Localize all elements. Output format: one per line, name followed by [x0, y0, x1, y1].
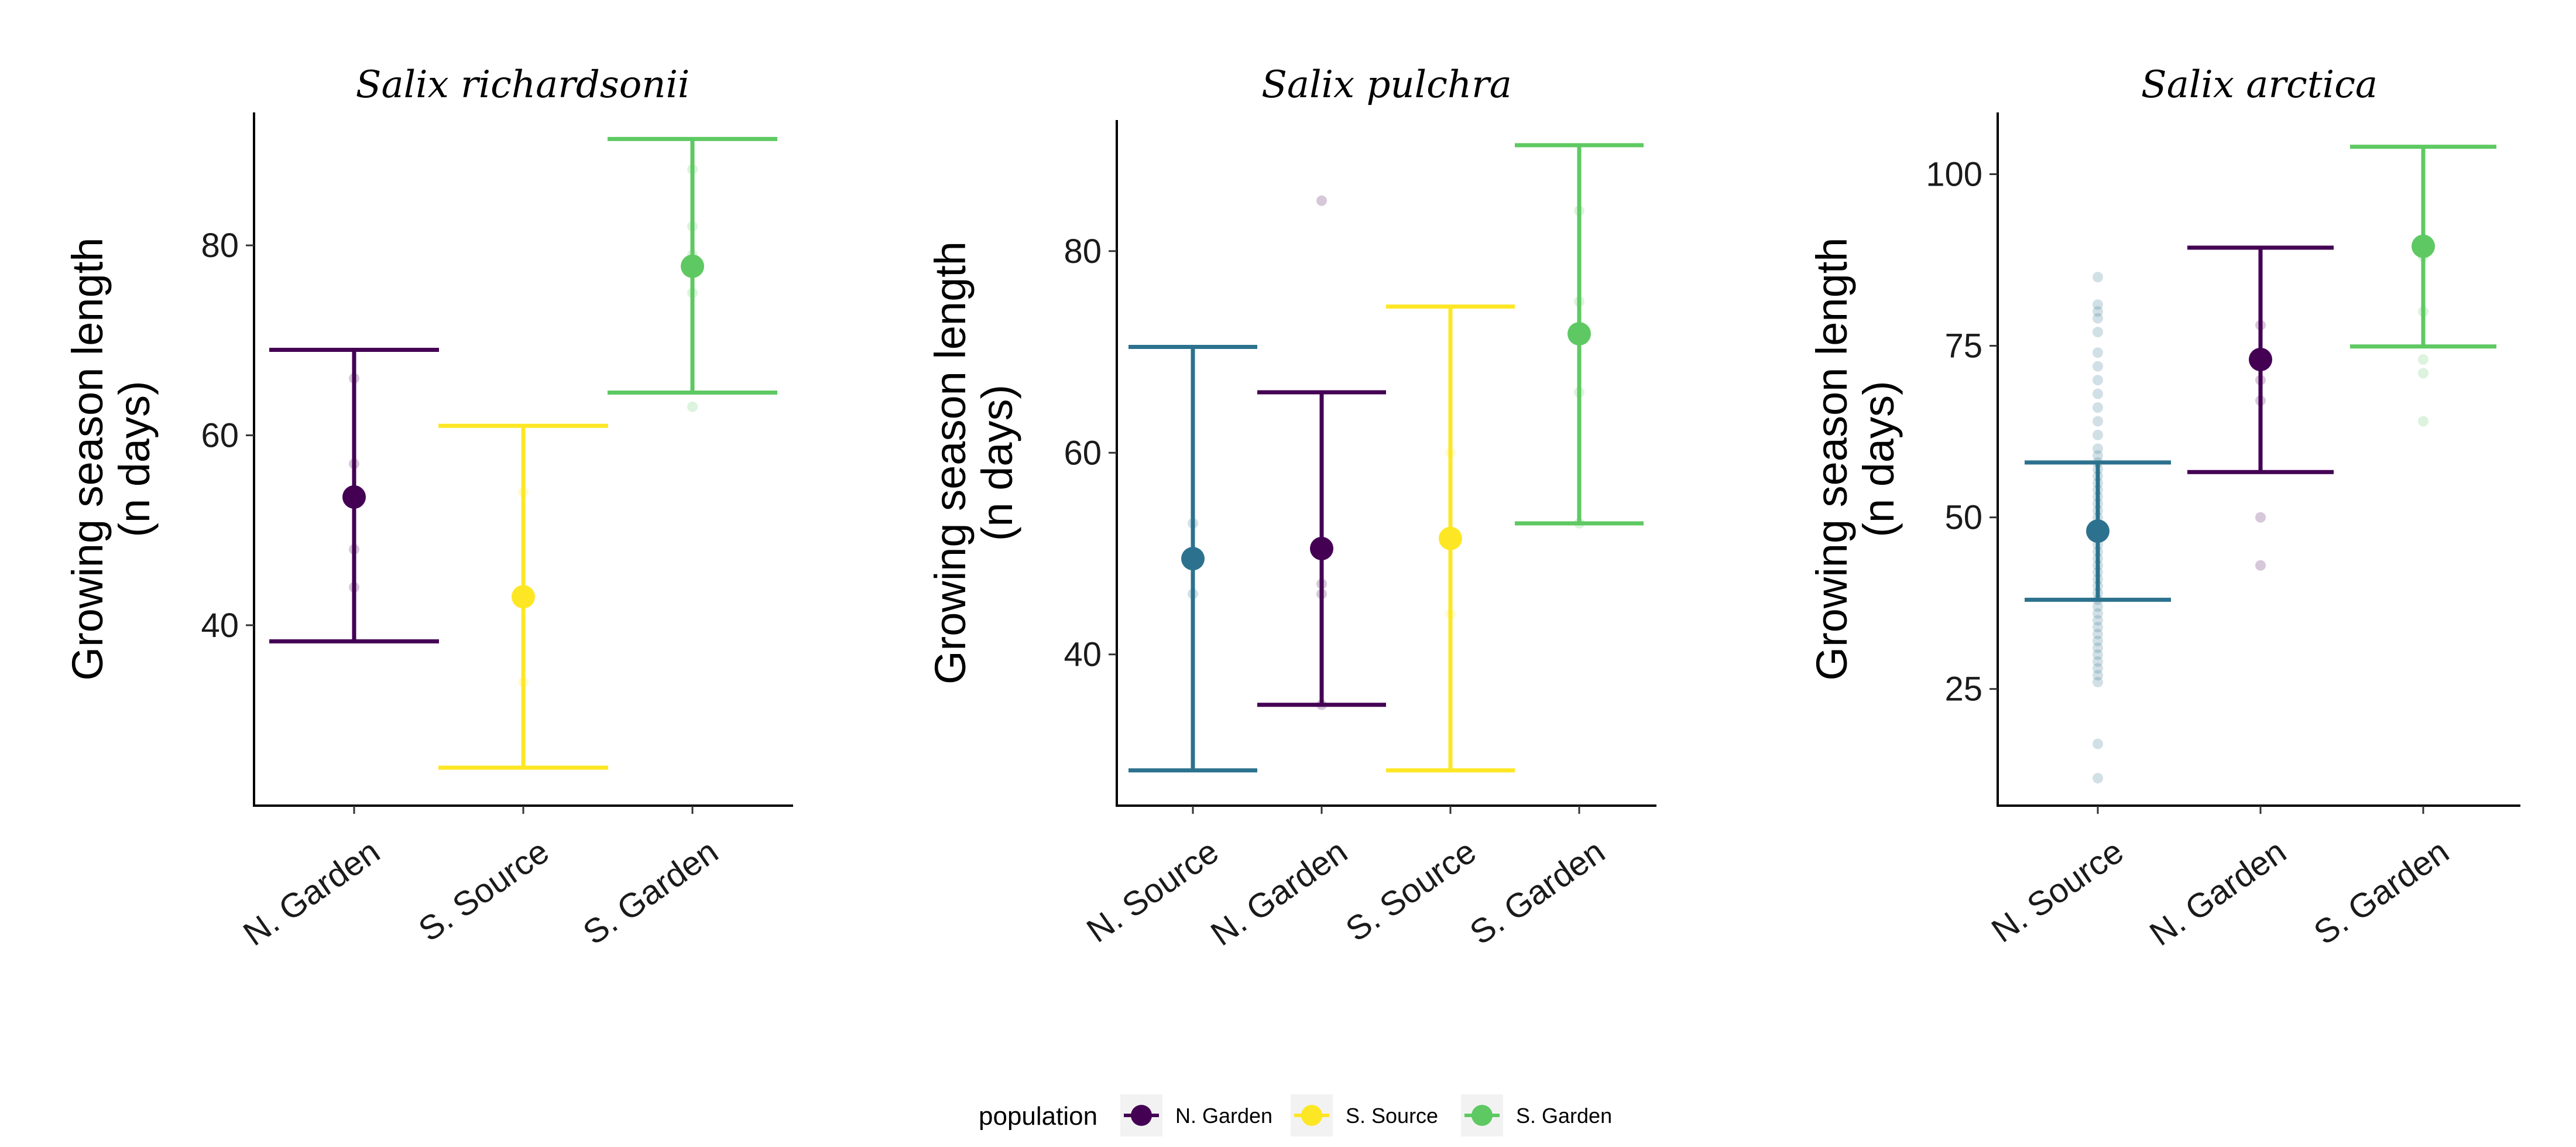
raw-data-point: [2418, 368, 2428, 379]
y-tick-label: 50: [1944, 499, 1982, 537]
raw-data-point: [1316, 195, 1327, 206]
raw-data-point: [2093, 622, 2103, 633]
x-tick-label: S. Garden: [577, 832, 725, 952]
panel-salix-arctica: Salix arctica Growing season length(n day…: [1807, 63, 2520, 953]
raw-data-point: [2255, 560, 2266, 571]
y-tick-label: 25: [1944, 670, 1982, 708]
raw-data-point: [2093, 656, 2103, 667]
raw-data-point: [2093, 450, 2103, 461]
raw-data-point: [2093, 347, 2103, 358]
y-axis-label: Growing season length(n days): [926, 241, 1021, 684]
raw-data-point: [2093, 663, 2103, 674]
panel-salix-richardsonii: Salix richardsonii Growing season length(…: [63, 63, 793, 953]
raw-data-point: [2093, 635, 2103, 646]
series-n-garden: [269, 347, 439, 643]
panel-title: Salix pulchra: [1261, 63, 1512, 107]
raw-data-point: [2093, 388, 2103, 399]
raw-data-point: [2093, 738, 2103, 749]
raw-data-point: [687, 401, 698, 412]
raw-data-point: [2093, 443, 2103, 454]
mean-point: [342, 485, 366, 509]
raw-data-point: [2418, 354, 2428, 365]
y-tick-label: 100: [1926, 156, 1982, 194]
facet-panels: Salix richardsonii Growing season length(…: [63, 63, 2520, 953]
panel-title: Salix arctica: [2141, 63, 2378, 107]
raw-data-point: [2255, 512, 2266, 523]
series-s-garden: [608, 136, 777, 412]
series-s-garden: [1515, 143, 1644, 529]
series-s-source: [438, 423, 608, 770]
y-tick-label: 75: [1944, 327, 1982, 365]
legend-key-dot: [1471, 1105, 1493, 1126]
series-s-garden: [2350, 145, 2496, 427]
raw-data-point: [2093, 628, 2103, 639]
panel-title: Salix richardsonii: [356, 63, 690, 107]
y-tick-label: 80: [1064, 232, 1102, 271]
mean-point: [2249, 348, 2272, 372]
raw-data-point: [2093, 299, 2103, 310]
y-axis-label: Growing season length(n days): [63, 238, 159, 681]
raw-data-point: [2093, 313, 2103, 324]
mean-point: [1310, 536, 1333, 560]
legend-label: S. Source: [1346, 1104, 1438, 1128]
legend-label: N. Garden: [1175, 1104, 1272, 1128]
x-tick-label: S. Source: [412, 832, 556, 949]
mean-point: [1181, 547, 1205, 571]
mean-point: [512, 585, 535, 609]
legend-title: population: [979, 1102, 1097, 1131]
raw-data-point: [2093, 601, 2103, 612]
raw-data-point: [2093, 375, 2103, 386]
y-tick-label: 80: [201, 227, 239, 265]
x-tick-label: N. Garden: [2143, 832, 2293, 953]
legend-label: S. Garden: [1516, 1104, 1612, 1128]
y-tick-label: 60: [1064, 434, 1102, 472]
raw-data-point: [2093, 642, 2103, 653]
series-n-garden: [2187, 245, 2334, 571]
raw-data-point: [2093, 615, 2103, 626]
raw-data-point: [2093, 608, 2103, 619]
raw-data-point: [2093, 773, 2103, 784]
mean-point: [2086, 519, 2109, 543]
mean-point: [1567, 322, 1591, 346]
x-tick-label: S. Source: [1339, 832, 1483, 949]
series-n-source: [2025, 272, 2171, 784]
panel-salix-pulchra: Salix pulchra Growing season length(n day…: [926, 63, 1656, 953]
legend-item-s-source: S. Source: [1291, 1094, 1438, 1136]
raw-data-point: [2093, 327, 2103, 338]
y-axis-label: Growing season length(n days): [1807, 238, 1903, 681]
y-tick-label: 40: [1064, 636, 1102, 674]
y-tick-label: 60: [201, 416, 239, 454]
x-tick-label: N. Source: [1080, 832, 1226, 950]
x-tick-label: S. Garden: [1463, 832, 1612, 952]
x-tick-label: S. Garden: [2307, 832, 2456, 952]
x-tick-label: N. Garden: [236, 832, 386, 953]
series-s-source: [1386, 304, 1515, 773]
series-n-source: [1128, 344, 1257, 773]
mean-point: [2412, 234, 2435, 258]
raw-data-point: [2093, 402, 2103, 413]
raw-data-point: [2093, 429, 2103, 440]
legend-item-s-garden: S. Garden: [1461, 1094, 1612, 1136]
legend-key-dot: [1301, 1105, 1322, 1126]
legend: population N. Garden S. Source S. Garden: [979, 1094, 1612, 1136]
raw-data-point: [2093, 649, 2103, 660]
legend-item-n-garden: N. Garden: [1120, 1094, 1272, 1136]
raw-data-point: [2093, 361, 2103, 372]
raw-data-point: [2093, 272, 2103, 283]
series-n-garden: [1257, 195, 1386, 710]
raw-data-point: [2093, 676, 2103, 687]
mean-point: [681, 254, 704, 278]
raw-data-point: [2093, 416, 2103, 427]
mean-point: [1439, 526, 1462, 550]
x-tick-label: N. Garden: [1204, 832, 1354, 953]
raw-data-point: [2418, 416, 2428, 427]
raw-data-point: [2093, 670, 2103, 681]
x-tick-label: N. Source: [1985, 832, 2131, 950]
raw-data-point: [2093, 306, 2103, 317]
legend-key-dot: [1131, 1105, 1152, 1126]
y-tick-label: 40: [201, 607, 239, 645]
